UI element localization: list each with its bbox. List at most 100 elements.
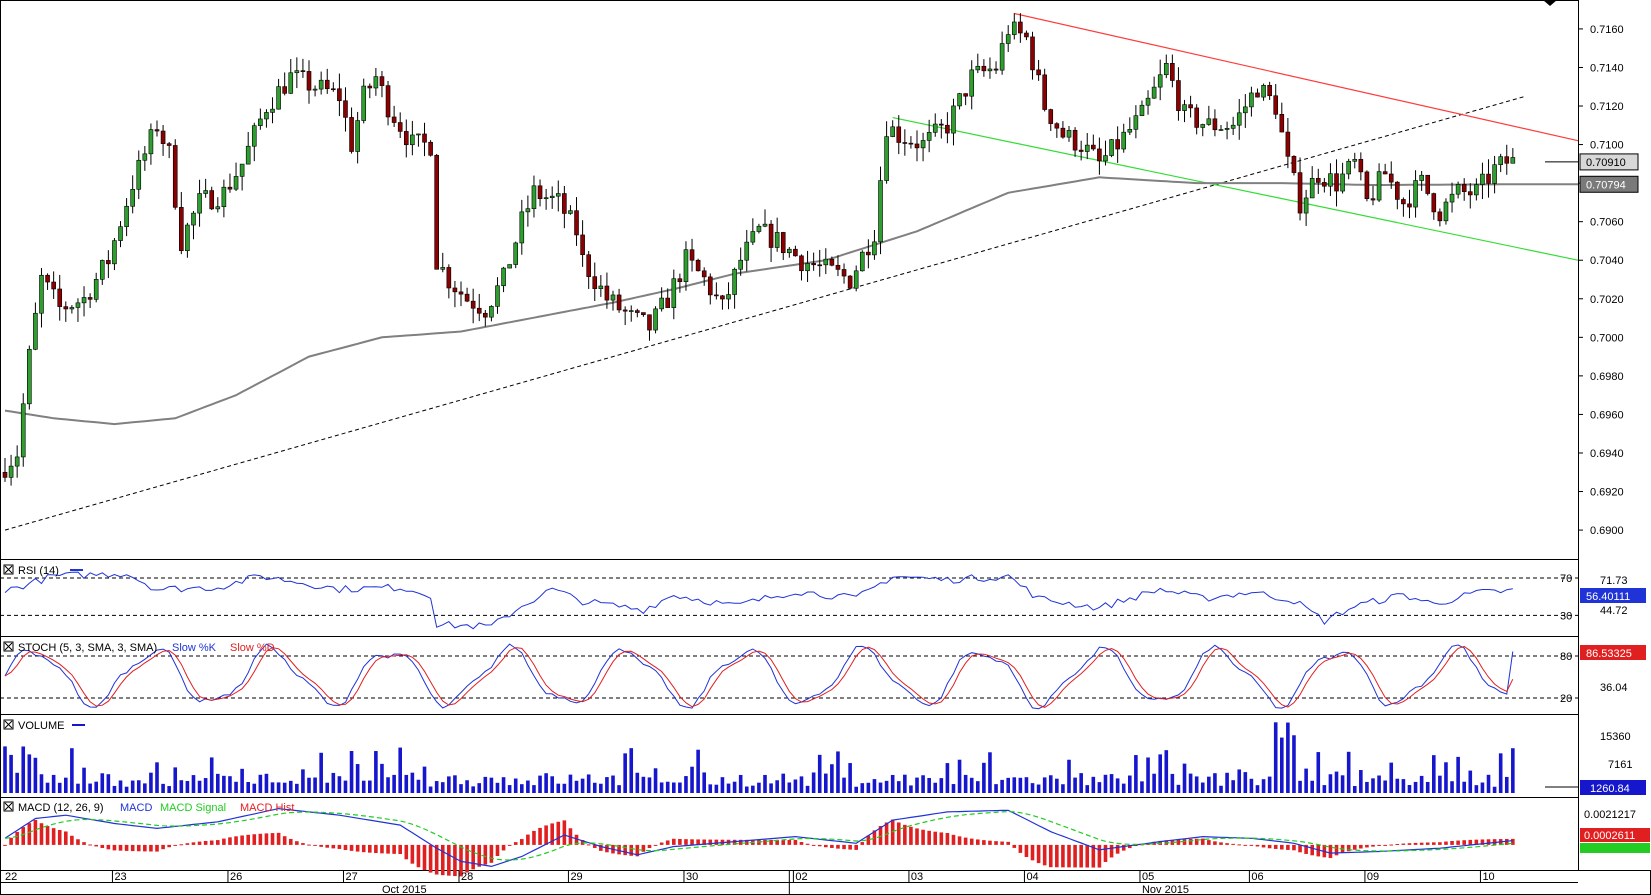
macd-hist-bar	[538, 827, 542, 845]
candle-body	[160, 130, 166, 144]
price-tick-label: 0.7160	[1590, 24, 1624, 36]
candle-body	[537, 185, 543, 199]
candle-body	[859, 251, 865, 272]
volume-bar	[672, 782, 676, 793]
volume-bar	[860, 783, 865, 793]
volume-bar	[562, 783, 567, 793]
macd-hist-bar	[112, 844, 117, 851]
candle-body	[562, 193, 567, 214]
volume-bar	[1006, 777, 1010, 793]
macd-hist-bar	[684, 839, 688, 845]
macd-hist-bar	[1024, 844, 1029, 857]
candle-body	[641, 312, 646, 316]
candle-body	[555, 193, 561, 197]
macd-hist-bar	[1261, 844, 1266, 848]
volume-bar	[1085, 785, 1090, 793]
volume-bar	[1340, 775, 1345, 793]
macd-hist-bar	[228, 837, 232, 845]
volume-bar	[368, 780, 372, 793]
macd-hist-bar	[276, 832, 281, 845]
scroll-marker-icon[interactable]	[1543, 0, 1557, 6]
volume-bar	[118, 780, 123, 793]
volume-bar	[39, 774, 44, 793]
candle-body	[251, 125, 257, 147]
macd-hist-bar	[1225, 843, 1229, 845]
candle-body	[403, 131, 409, 146]
macd-hist-bar	[434, 844, 439, 875]
rsi-toggle-icon[interactable]	[3, 564, 14, 575]
macd-toggle-icon[interactable]	[3, 801, 14, 812]
candle-body	[1103, 155, 1108, 162]
candle-body	[975, 65, 981, 71]
macd-hist-bar	[623, 844, 627, 856]
macd-hist-bar	[331, 844, 336, 849]
volume-bar	[659, 782, 664, 793]
candle-body	[416, 133, 421, 136]
macd-hist-bar	[118, 844, 123, 851]
macd-hist-bar	[1243, 844, 1248, 846]
candle-body	[1078, 149, 1084, 152]
macd-hist-bar	[1176, 839, 1181, 845]
macd-hist-bar	[1152, 841, 1156, 845]
candle-body	[1431, 193, 1437, 213]
candle-body	[1236, 112, 1242, 126]
macd-label: MACD (12, 26, 9)	[18, 802, 104, 814]
volume-bar	[276, 782, 281, 793]
candle-body	[172, 145, 178, 208]
candle-body	[130, 188, 135, 207]
volume-bar	[428, 786, 433, 793]
candle-body	[1328, 173, 1333, 187]
macd-hist-bar	[282, 836, 287, 845]
volume-current-label: 1260.84	[1590, 783, 1630, 795]
candle-body	[428, 141, 433, 156]
macd-hist-bar	[629, 844, 634, 856]
macd-hist-bar	[325, 844, 330, 848]
stoch-current-label: 86.53325	[1586, 648, 1632, 660]
candle-body	[1133, 115, 1139, 130]
price-tick-label: 0.7020	[1590, 294, 1624, 306]
candle-body	[300, 70, 306, 72]
macd-hist-bar	[769, 839, 773, 845]
upper-channel-line	[1014, 12, 1579, 142]
macd-hist-bar	[702, 839, 706, 845]
volume-bar	[1304, 768, 1308, 793]
volume-bar	[592, 782, 597, 793]
macd-hist-bar	[1079, 844, 1083, 868]
volume-bar	[586, 774, 591, 793]
volume-bar	[751, 785, 755, 793]
candle-body	[622, 309, 628, 312]
candle-body	[1212, 118, 1218, 131]
volume-bar	[27, 754, 32, 793]
macd-hist-bar	[744, 839, 749, 845]
volume-bar	[1456, 756, 1460, 793]
macd-hist-bar	[179, 844, 184, 846]
volume-bar	[848, 763, 852, 793]
price-panel	[0, 0, 1579, 560]
candle-body	[81, 297, 87, 304]
candle-body	[483, 312, 488, 318]
macd-hist-bar	[1182, 839, 1187, 845]
macd-hist-bar	[963, 837, 968, 845]
stoch-toggle-icon[interactable]	[3, 641, 14, 652]
volume-bar	[653, 768, 658, 793]
volume-toggle-icon[interactable]	[3, 719, 14, 730]
candle-body	[665, 297, 671, 308]
macd-hist-bar	[763, 839, 767, 845]
volume-bar	[611, 775, 615, 793]
macd-hist-bar	[155, 844, 159, 852]
candle-body	[1176, 80, 1181, 111]
macd-hist-bar	[106, 844, 111, 850]
volume-bar	[355, 764, 360, 793]
candle-body	[276, 86, 281, 110]
macd-hist-bar	[1395, 843, 1400, 845]
candle-body	[1376, 171, 1382, 201]
day-label: 02	[795, 871, 807, 883]
candle-body	[987, 68, 993, 72]
macd-hist-bar	[1194, 838, 1199, 845]
candle-body	[1182, 104, 1187, 111]
candle-body	[1230, 124, 1236, 129]
volume-bar	[720, 777, 725, 793]
macd-current-box	[1580, 828, 1650, 842]
macd-hist-bar	[440, 844, 445, 876]
